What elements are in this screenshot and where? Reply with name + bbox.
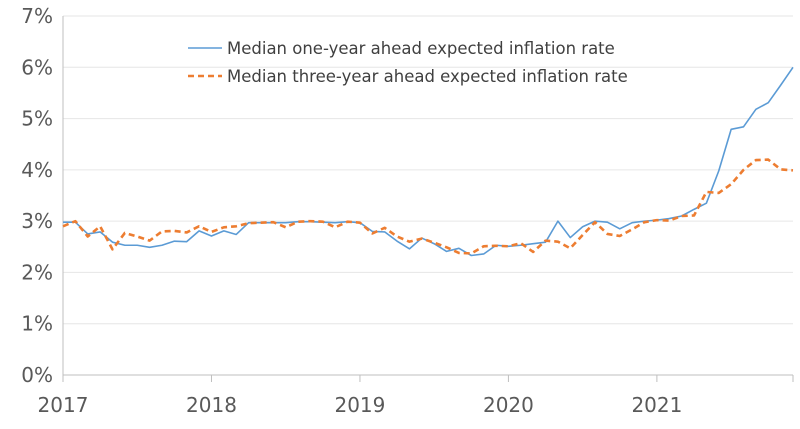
axes [62, 16, 794, 382]
y-tick-label: 4% [21, 158, 53, 182]
series-lines [62, 66, 794, 257]
y-tick-label: 5% [21, 107, 53, 131]
tick-labels: 0% 1% 2% 3% 4% 5% 6% 7% 2017 2018 2019 2020 2021 [21, 4, 682, 417]
y-tick-label: 3% [21, 209, 53, 233]
x-tick-label: 2017 [38, 393, 89, 417]
legend-entry-one-year: Median one-year ahead expected inflation… [188, 39, 615, 58]
y-tick-label: 1% [21, 312, 53, 336]
x-tick-label: 2019 [334, 393, 385, 417]
gridlines [63, 15, 793, 325]
y-tick-label: 2% [21, 260, 53, 284]
y-tick-label: 0% [21, 363, 53, 387]
legend-entry-three-year: Median three-year ahead expected inflati… [188, 67, 628, 86]
legend-label-three-year: Median three-year ahead expected inflati… [227, 67, 628, 86]
series-line-three-year [62, 158, 794, 255]
legend: Median one-year ahead expected inflation… [188, 39, 628, 86]
y-tick-label: 7% [21, 4, 53, 28]
legend-label-one-year: Median one-year ahead expected inflation… [227, 39, 615, 58]
y-tick-label: 6% [21, 55, 53, 79]
x-tick-label: 2021 [631, 393, 682, 417]
x-tick-label: 2020 [483, 393, 534, 417]
x-tick-label: 2018 [186, 393, 237, 417]
series-line-one-year [63, 66, 794, 257]
